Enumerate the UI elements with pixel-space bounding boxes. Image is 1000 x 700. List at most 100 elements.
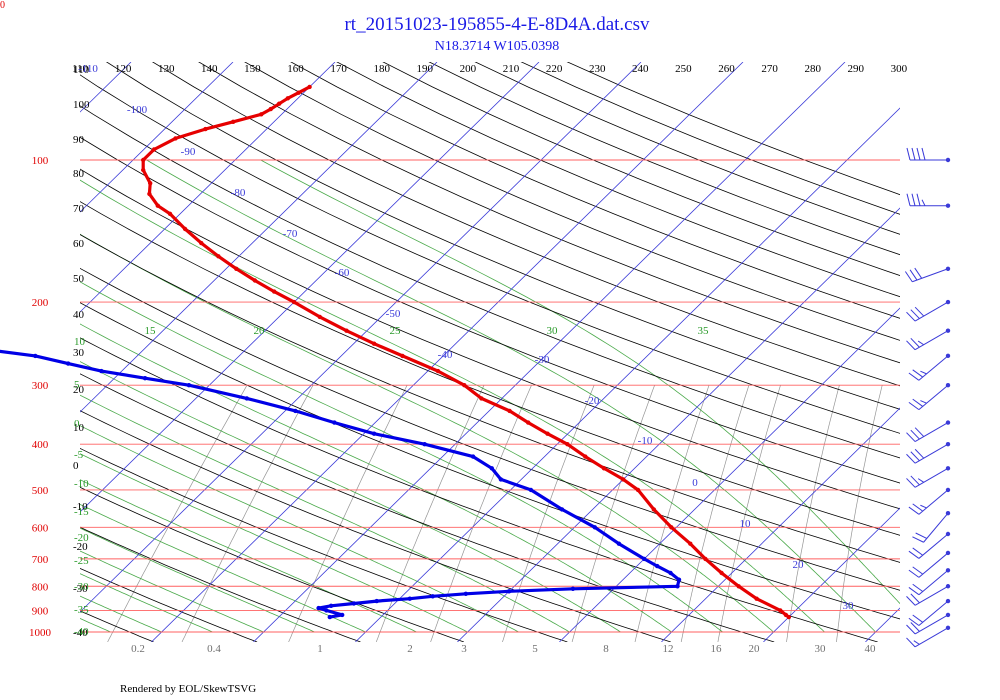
temperature-trace-point [147, 191, 152, 197]
dewpoint-trace-point [642, 556, 647, 562]
dry-adiabat [80, 74, 900, 434]
temperature-trace-point [277, 101, 282, 106]
theta-top-label: 280 [804, 63, 821, 75]
wind-barb-feather [906, 340, 916, 351]
dewpoint-trace-point [351, 601, 357, 606]
theta-top-label: 180 [373, 63, 390, 75]
wind-barb-dot [945, 441, 951, 447]
isotherm-label: -110 [78, 63, 98, 75]
theta-top-label: 160 [287, 63, 304, 75]
isotherm-label: -70 [283, 228, 298, 240]
wind-barb-dot [945, 487, 951, 493]
mixing-ratio-line [502, 385, 595, 642]
wind-barb-feather [920, 400, 927, 404]
wind-barb-staff [918, 355, 949, 381]
dry-adiabat [80, 526, 361, 642]
isotherm-line [80, 62, 234, 213]
mixing-ratio-label: 30 [815, 643, 827, 655]
wind-barb-feather [911, 193, 916, 206]
moist-adiabat-label: 20 [254, 325, 266, 337]
wind-barb-feather [917, 340, 925, 346]
moist-adiabat [80, 394, 570, 633]
temperature-trace-point [148, 181, 153, 186]
moist-adiabat [80, 503, 366, 633]
theta-left-label: 70 [73, 203, 85, 215]
wind-barb-feather [912, 369, 924, 378]
moist-adiabat [0, 331, 60, 632]
theta-top-label: 110 [72, 63, 89, 75]
dewpoint-trace-point [489, 466, 494, 471]
pressure-label: 900 [32, 605, 49, 617]
theta-top-label: 150 [244, 63, 261, 75]
isotherm-line [661, 407, 900, 642]
wind-barb [906, 466, 951, 488]
wind-barb-feather [910, 622, 920, 632]
chart-title: rt_20151023-195855-4-E-8D4A.dat.csv [344, 14, 650, 35]
wind-barb-dot [945, 466, 951, 471]
dewpoint-trace-point [327, 614, 332, 620]
theta-left-label: 80 [73, 168, 85, 180]
moist-adiabat [80, 233, 774, 633]
theta-top-label: 250 [675, 63, 692, 75]
temperature-trace-point [435, 368, 441, 374]
moist-adiabat-left-label: -30 [74, 581, 89, 593]
theta-top-label: 230 [589, 63, 606, 75]
dewpoint-trace-point [407, 596, 412, 601]
theta-top-label: 130 [158, 63, 175, 75]
mixing-ratio-line [717, 385, 781, 642]
wind-barb [908, 353, 951, 381]
dewpoint-trace-point [422, 442, 427, 447]
dry-adiabat [105, 62, 900, 410]
temperature-trace-point [203, 126, 208, 132]
temperature-trace-point [786, 614, 791, 620]
temperature-trace-point [462, 383, 467, 388]
temperature-trace-point [526, 420, 531, 425]
isotherm-label: -20 [585, 395, 600, 407]
wind-barb-feather [912, 547, 924, 556]
dewpoint-trace-point [463, 591, 468, 596]
dewpoint-trace-point [374, 598, 379, 604]
dewpoint-trace-point [655, 563, 660, 569]
wind-barb-feather [909, 269, 918, 281]
wind-barb [908, 550, 951, 578]
theta-top-label: 140 [201, 63, 218, 75]
theta-left-label: 30 [73, 347, 85, 359]
wind-barb [906, 147, 951, 163]
temperature-trace-point [291, 299, 297, 305]
dry-adiabat [80, 567, 258, 642]
wind-barb-staff [914, 467, 949, 488]
dewpoint-trace-point [592, 525, 597, 530]
dewpoint-trace-point [559, 507, 565, 512]
dry-adiabat [80, 136, 900, 484]
temperature-trace-point [231, 119, 236, 125]
moist-adiabat [260, 159, 900, 605]
moist-adiabat-left-label: -20 [74, 532, 89, 544]
pressure-label: 200 [32, 297, 49, 309]
wind-barb-staff [914, 585, 949, 606]
dewpoint-trace-point [430, 594, 435, 599]
pressure-label: 500 [32, 485, 49, 497]
temperature-trace-point [754, 596, 759, 601]
wind-barb-dot [945, 510, 951, 516]
wind-barb-staff [914, 422, 949, 443]
wind-barb-staff [923, 512, 949, 543]
isotherm-label: -90 [181, 146, 196, 158]
wind-barb-feather [920, 504, 927, 509]
dry-adiabat [0, 18, 50, 642]
moist-adiabat [146, 159, 876, 633]
mixing-ratio-line [680, 385, 750, 642]
theta-top-label: 220 [546, 63, 563, 75]
dry-adiabat [80, 234, 900, 563]
mixing-ratio-label: 40 [865, 643, 877, 655]
theta-left-label: -10 [73, 501, 88, 513]
moist-adiabat [80, 425, 519, 633]
wind-barb [906, 441, 951, 464]
dewpoint-trace-point [99, 368, 104, 374]
temperature-trace-point [400, 353, 405, 359]
theta-top-label: 290 [848, 63, 865, 75]
mixing-ratio-line [181, 385, 314, 642]
dry-adiabat [520, 62, 900, 215]
theta-top-label: 120 [115, 63, 132, 75]
dewpoint-trace-point [668, 570, 673, 576]
